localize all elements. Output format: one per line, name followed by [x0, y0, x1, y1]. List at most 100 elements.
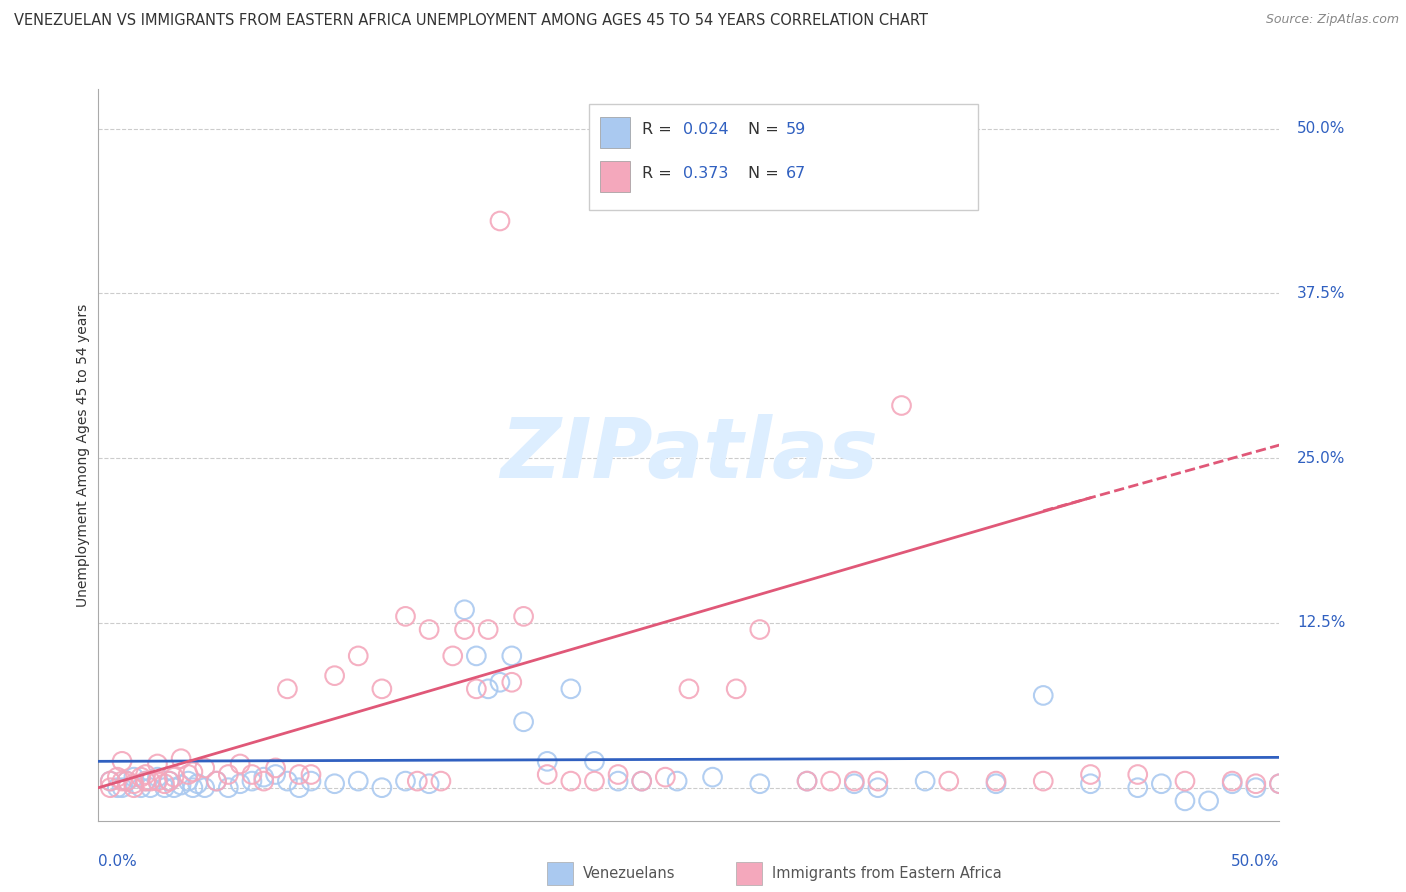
Point — [139, 774, 162, 789]
Point — [163, 770, 186, 784]
Point — [489, 675, 512, 690]
Point — [153, 777, 176, 791]
Point — [1220, 777, 1243, 791]
Point — [607, 774, 630, 789]
Point — [1268, 777, 1291, 791]
Text: 50.0%: 50.0% — [1298, 121, 1346, 136]
Point — [866, 780, 889, 795]
Point — [984, 774, 1007, 789]
Point — [430, 774, 453, 789]
Point — [477, 681, 499, 696]
Point — [170, 778, 193, 792]
Point — [678, 681, 700, 696]
Point — [465, 681, 488, 696]
Point — [229, 777, 252, 791]
Point — [135, 774, 157, 789]
Point — [146, 756, 169, 771]
Y-axis label: Unemployment Among Ages 45 to 54 years: Unemployment Among Ages 45 to 54 years — [76, 303, 90, 607]
Point — [501, 648, 523, 663]
Text: R =: R = — [641, 122, 676, 137]
Point — [347, 648, 370, 663]
Text: N =: N = — [748, 122, 785, 137]
Point — [501, 675, 523, 690]
Point — [938, 774, 960, 789]
Point — [299, 774, 322, 789]
Point — [115, 774, 138, 789]
Text: Source: ZipAtlas.com: Source: ZipAtlas.com — [1265, 13, 1399, 27]
Point — [253, 770, 276, 784]
Point — [98, 774, 121, 789]
Point — [796, 774, 818, 789]
Point — [157, 774, 180, 789]
Point — [371, 681, 394, 696]
Point — [205, 774, 228, 789]
Point — [170, 752, 193, 766]
Point — [560, 681, 582, 696]
Point — [1174, 794, 1197, 808]
Point — [914, 774, 936, 789]
Point — [323, 777, 346, 791]
Point — [240, 767, 263, 781]
Point — [702, 770, 724, 784]
Point — [122, 770, 145, 784]
Point — [844, 774, 866, 789]
Point — [394, 609, 416, 624]
Text: 50.0%: 50.0% — [1232, 854, 1279, 869]
Point — [630, 774, 652, 789]
Point — [205, 774, 228, 789]
Point — [111, 755, 134, 769]
Point — [217, 780, 239, 795]
Point — [371, 780, 394, 795]
Point — [288, 767, 311, 781]
Point — [177, 774, 200, 789]
Point — [654, 770, 676, 784]
Point — [583, 755, 606, 769]
Point — [512, 609, 534, 624]
Point — [129, 780, 152, 795]
Point — [1268, 777, 1291, 791]
Point — [418, 777, 440, 791]
Text: Immigrants from Eastern Africa: Immigrants from Eastern Africa — [772, 866, 1001, 880]
Point — [98, 780, 121, 795]
FancyBboxPatch shape — [737, 862, 762, 885]
Point — [1150, 777, 1173, 791]
Point — [844, 777, 866, 791]
Point — [115, 774, 138, 789]
Text: 0.024: 0.024 — [683, 122, 728, 137]
Point — [146, 774, 169, 789]
Point — [748, 777, 770, 791]
FancyBboxPatch shape — [600, 117, 630, 148]
Text: 0.0%: 0.0% — [98, 854, 138, 869]
Point — [465, 648, 488, 663]
Text: 37.5%: 37.5% — [1298, 286, 1346, 301]
Point — [105, 780, 128, 795]
Point — [276, 681, 298, 696]
Point — [122, 780, 145, 795]
Text: 12.5%: 12.5% — [1298, 615, 1346, 631]
Point — [240, 774, 263, 789]
Point — [489, 214, 512, 228]
Point — [181, 780, 204, 795]
Text: 59: 59 — [786, 122, 806, 137]
Point — [394, 774, 416, 789]
Point — [1244, 777, 1267, 791]
Point — [1244, 780, 1267, 795]
Point — [477, 623, 499, 637]
Point — [418, 623, 440, 637]
Point — [536, 767, 558, 781]
Point — [453, 623, 475, 637]
Point — [264, 761, 287, 775]
Point — [98, 774, 121, 789]
Point — [1126, 780, 1149, 795]
Text: VENEZUELAN VS IMMIGRANTS FROM EASTERN AFRICA UNEMPLOYMENT AMONG AGES 45 TO 54 YE: VENEZUELAN VS IMMIGRANTS FROM EASTERN AF… — [14, 13, 928, 29]
Text: 0.373: 0.373 — [683, 166, 728, 181]
Point — [194, 761, 217, 775]
Point — [820, 774, 842, 789]
Point — [146, 770, 169, 784]
Point — [607, 767, 630, 781]
Point — [253, 774, 276, 789]
Point — [536, 755, 558, 769]
FancyBboxPatch shape — [589, 103, 979, 210]
Point — [1174, 774, 1197, 789]
Point — [264, 767, 287, 781]
